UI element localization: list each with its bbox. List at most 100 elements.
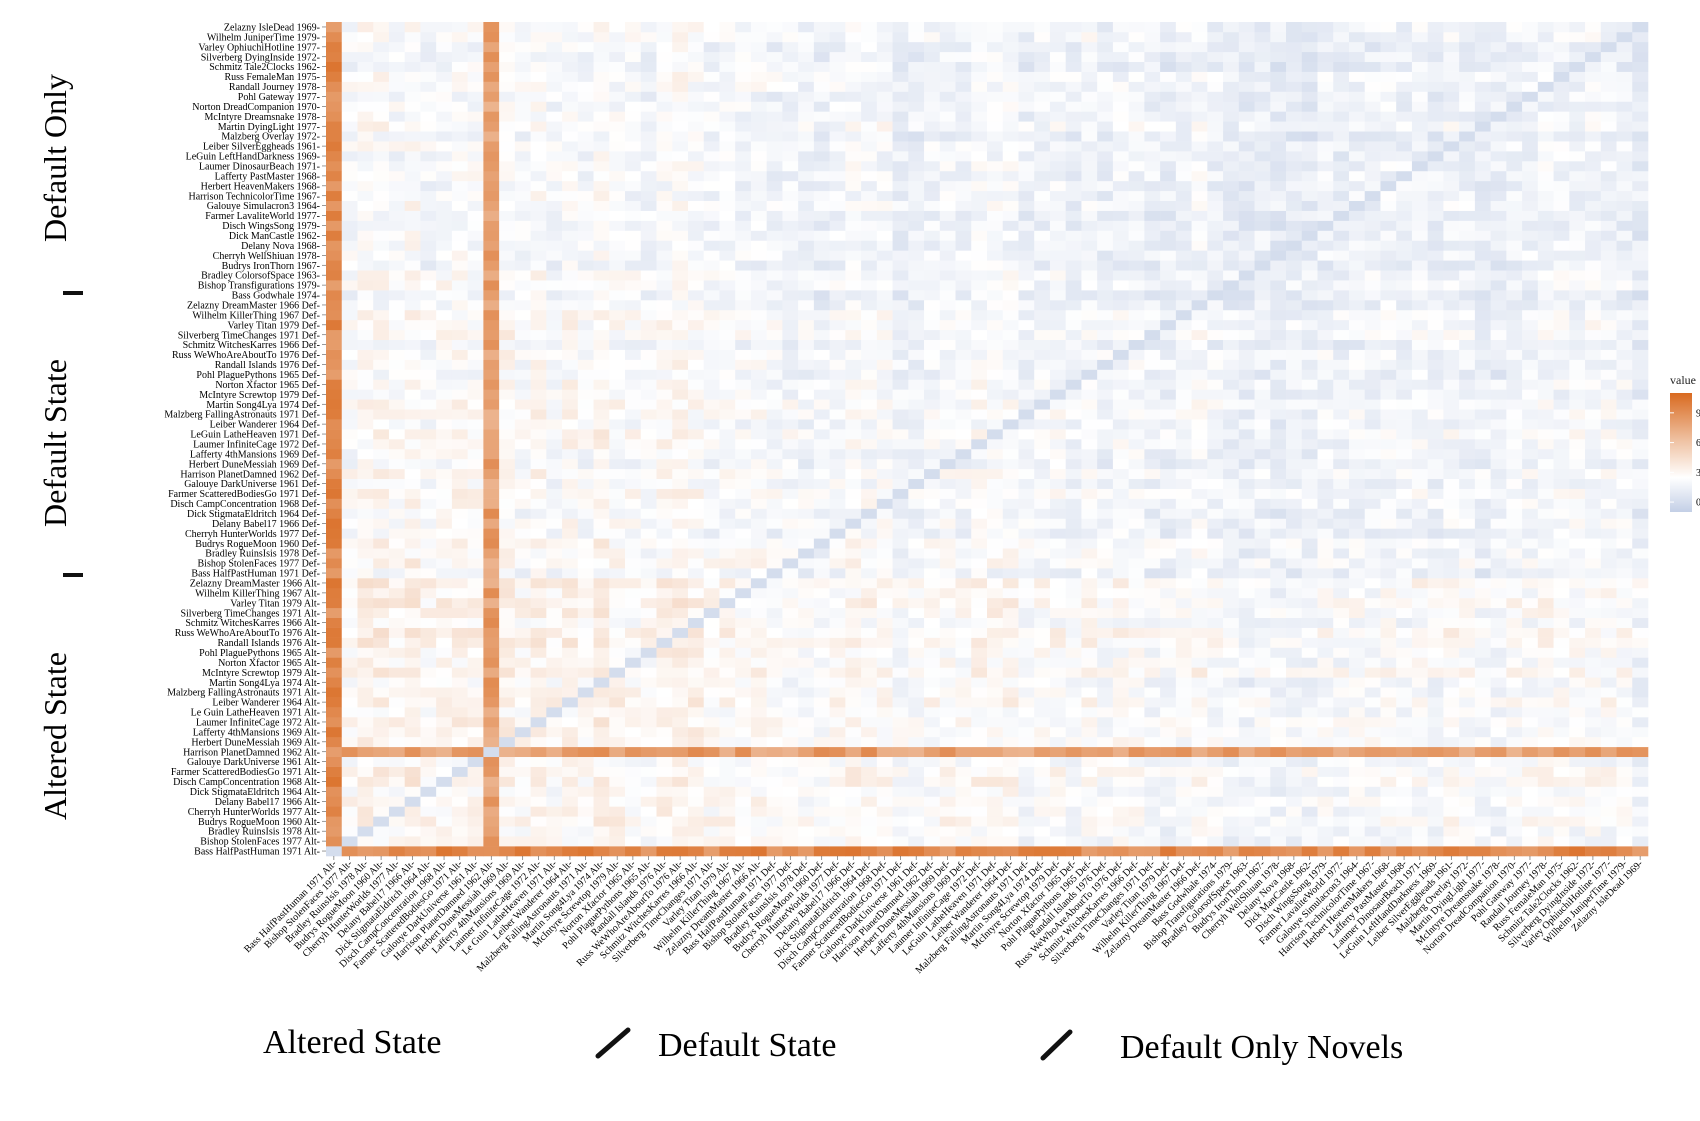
heatmap-cell	[499, 309, 516, 321]
heatmap-cell	[656, 508, 673, 519]
heatmap-cell	[1600, 657, 1617, 668]
heatmap-cell	[593, 597, 610, 609]
heatmap-cell	[326, 657, 343, 668]
heatmap-cell	[1411, 637, 1428, 648]
heatmap-cell	[640, 309, 657, 321]
heatmap-cell	[546, 736, 563, 748]
heatmap-cell	[1459, 399, 1476, 410]
heatmap-cell	[1223, 836, 1240, 847]
heatmap-cell	[1364, 796, 1381, 807]
heatmap-cell	[1097, 617, 1114, 628]
heatmap-cell	[593, 448, 610, 460]
heatmap-cell	[1207, 816, 1224, 827]
heatmap-cell	[1175, 726, 1192, 738]
heatmap-cell	[609, 319, 626, 331]
heatmap-cell	[404, 538, 421, 549]
heatmap-cell	[1175, 409, 1192, 420]
heatmap-cell	[1254, 617, 1271, 628]
heatmap-cell	[1223, 458, 1240, 470]
heatmap-cell	[1018, 756, 1035, 767]
heatmap-cell	[672, 806, 689, 817]
heatmap-cell	[735, 558, 752, 569]
heatmap-cell	[735, 409, 752, 420]
heatmap-cell	[829, 697, 846, 708]
heatmap-cell	[1160, 677, 1177, 688]
heatmap-cell	[971, 280, 988, 291]
heatmap-cell	[876, 677, 893, 688]
heatmap-cell	[1270, 568, 1287, 579]
heatmap-cell	[813, 389, 830, 400]
heatmap-cell	[357, 627, 374, 638]
heatmap-cell	[782, 538, 799, 549]
heatmap-cell	[625, 429, 642, 440]
heatmap-cell	[1270, 687, 1287, 698]
heatmap-cell	[1081, 409, 1098, 420]
heatmap-cell	[1065, 429, 1082, 440]
heatmap-cell	[782, 419, 799, 430]
heatmap-cell	[829, 756, 846, 767]
heatmap-cell	[1632, 548, 1649, 559]
heatmap-cell	[782, 766, 799, 777]
heatmap-cell	[798, 786, 815, 797]
heatmap-cell	[1600, 300, 1617, 311]
heatmap-cell	[971, 508, 988, 519]
heatmap-cell	[1191, 538, 1208, 549]
heatmap-cell	[436, 796, 453, 807]
heatmap-cell	[1097, 498, 1114, 509]
heatmap-cell	[341, 697, 358, 708]
heatmap-cell	[530, 796, 547, 807]
heatmap-cell	[971, 419, 988, 430]
heatmap-cell	[1396, 290, 1413, 301]
heatmap-cell	[404, 717, 421, 728]
heatmap-cell	[1364, 647, 1381, 658]
heatmap-cell	[1081, 627, 1098, 638]
heatmap-cell	[1238, 270, 1255, 281]
heatmap-cell	[1474, 359, 1491, 370]
heatmap-cell	[1364, 419, 1381, 430]
heatmap-cell	[1443, 717, 1460, 728]
heatmap-cell	[703, 717, 720, 728]
heatmap-cell	[451, 578, 468, 589]
heatmap-cell	[782, 707, 799, 718]
heatmap-cell	[420, 359, 437, 370]
heatmap-cell	[703, 488, 720, 499]
heatmap-cell	[546, 597, 563, 609]
heatmap-cell	[1427, 548, 1444, 559]
heatmap-cell	[813, 667, 830, 678]
heatmap-cell	[798, 707, 815, 718]
heatmap-cell	[1034, 647, 1051, 658]
heatmap-cell	[1490, 478, 1507, 489]
heatmap-cell	[971, 300, 988, 311]
heatmap-cell	[357, 379, 374, 390]
heatmap-cell	[1254, 726, 1271, 738]
heatmap-cell	[562, 528, 579, 539]
heatmap-cell	[1144, 756, 1161, 767]
heatmap-cell	[1175, 458, 1192, 470]
heatmap-cell	[593, 657, 610, 668]
heatmap-cell	[420, 478, 437, 489]
heatmap-cell	[1175, 508, 1192, 519]
heatmap-cell	[326, 587, 343, 599]
heatmap-cell	[1506, 419, 1523, 430]
heatmap-cell	[1490, 419, 1507, 430]
heatmap-cell	[1301, 806, 1318, 817]
heatmap-cell	[546, 796, 563, 807]
heatmap-cell	[1537, 796, 1554, 807]
heatmap-cell	[1317, 488, 1334, 499]
heatmap-cell	[1128, 329, 1145, 341]
heatmap-cell	[1427, 637, 1444, 648]
heatmap-cell	[813, 260, 830, 271]
heatmap-cell	[1537, 339, 1554, 350]
heatmap-cell	[467, 846, 484, 857]
heatmap-cell	[1443, 806, 1460, 817]
heatmap-cell	[1238, 637, 1255, 648]
heatmap-cell	[1443, 429, 1460, 440]
heatmap-cell	[1207, 419, 1224, 430]
heatmap-cell	[388, 488, 405, 499]
heatmap-cell	[1585, 458, 1602, 470]
heatmap-cell	[924, 627, 941, 638]
heatmap-cell	[735, 518, 752, 529]
heatmap-cell	[609, 339, 626, 350]
heatmap-cell	[1537, 637, 1554, 648]
heatmap-cell	[1175, 766, 1192, 777]
